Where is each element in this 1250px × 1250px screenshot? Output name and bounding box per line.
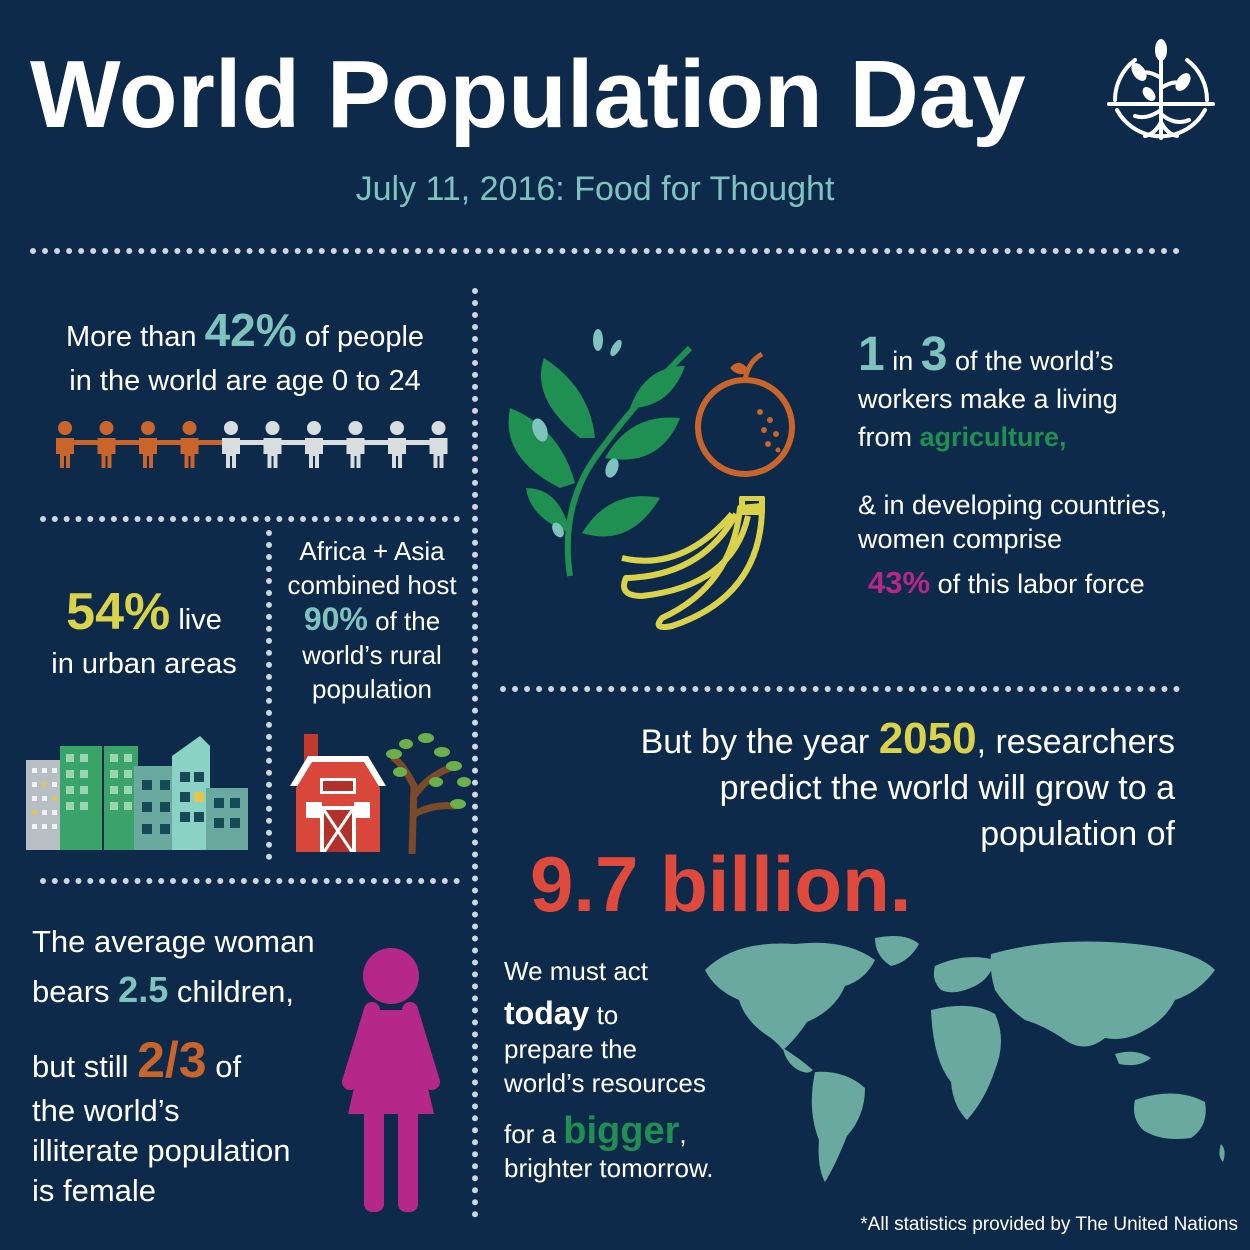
- page-subtitle: July 11, 2016: Food for Thought: [355, 170, 835, 208]
- person-figure-highlighted: [56, 421, 99, 468]
- stat-youth-line1: More than 42% of people: [65, 304, 425, 356]
- person-figure: [222, 421, 265, 468]
- person-figure: [429, 421, 448, 468]
- page-title: World Population Day: [30, 41, 1026, 148]
- person-figure: [305, 421, 348, 468]
- stat-agriculture-women-value: 43%: [868, 565, 931, 600]
- person-figure-highlighted: [139, 421, 182, 468]
- divider-center-vertical: [472, 288, 478, 1218]
- woman-icon: [342, 948, 440, 1212]
- divider-left-bottom: [40, 878, 460, 884]
- stat-urban-value: 54%: [66, 583, 171, 641]
- divider-header: [30, 248, 1180, 254]
- person-figure-highlighted: [97, 421, 140, 468]
- cta-today: today: [504, 995, 590, 1031]
- stat-growth: But by the year 2050, researchers predic…: [640, 714, 1175, 854]
- stat-rural: Africa + Asia combined host 90% of the w…: [287, 536, 457, 704]
- stat-rural-value: 90%: [303, 601, 368, 637]
- divider-left-middle: [266, 530, 272, 860]
- call-to-action: We must act today to prepare the world’s…: [504, 956, 714, 1183]
- city-buildings-icon: [26, 736, 248, 850]
- stat-youth: More than 42% of people in the world are…: [30, 304, 460, 403]
- stat-growth-big-number: 9.7 billion.: [530, 840, 912, 928]
- tree-icon: [386, 733, 471, 854]
- banana-icon: [621, 496, 765, 630]
- stat-youth-line2: in the world are age 0 to 24: [69, 365, 421, 397]
- stat-growth-year: 2050: [878, 714, 977, 763]
- stat-women-children: 2.5: [118, 969, 169, 1010]
- person-figure: [346, 421, 389, 468]
- stat-agriculture-highlight: agriculture,: [919, 422, 1067, 452]
- stat-agriculture-num2: 3: [920, 328, 948, 381]
- tree-logo-icon: [1107, 39, 1215, 140]
- barn-icon: [290, 734, 386, 852]
- stat-urban: 54% live in urban areas: [51, 583, 237, 680]
- world-map-icon: [705, 936, 1225, 1182]
- stat-women-fraction: 2/3: [137, 1032, 207, 1088]
- stat-agriculture: 1 in 3 of the world’s workers make a liv…: [858, 328, 1168, 601]
- person-figure-highlighted: [180, 421, 223, 468]
- stat-youth-value: 42%: [204, 304, 297, 356]
- cta-bigger: bigger: [563, 1110, 680, 1152]
- person-figure: [388, 421, 431, 468]
- people-chain-icon: [56, 421, 448, 468]
- footer-note: *All statistics provided by The United N…: [860, 1214, 1238, 1235]
- leaf-branch-icon: [508, 329, 693, 577]
- stat-agriculture-num1: 1: [858, 328, 885, 381]
- orange-fruit-icon: [695, 351, 795, 477]
- stat-women: The average woman bears 2.5 children, bu…: [32, 924, 315, 1208]
- divider-left-top: [40, 516, 460, 522]
- person-figure: [263, 421, 306, 468]
- divider-right-middle: [500, 686, 1180, 692]
